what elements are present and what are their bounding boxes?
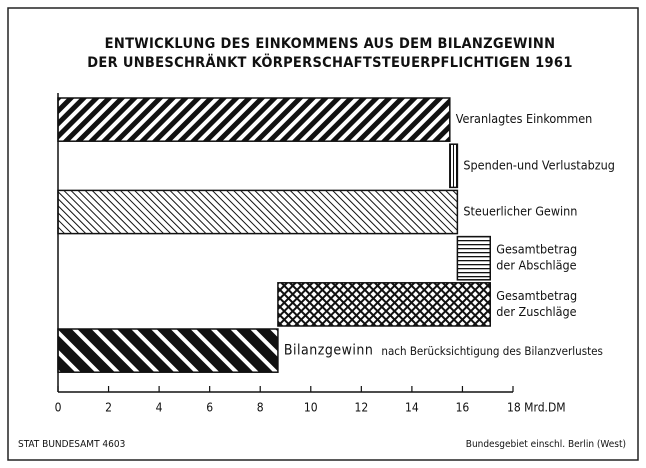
x-tick-label: 6 <box>206 401 213 415</box>
title-line: ENTWICKLUNG DES EINKOMMENS AUS DEM BILAN… <box>105 36 556 52</box>
bar <box>57 97 451 142</box>
bar <box>277 282 491 327</box>
x-tick-label: 0 <box>55 401 62 415</box>
x-tick-label: 4 <box>156 401 163 415</box>
source: STAT BUNDESAMT 4603 <box>18 439 125 450</box>
x-tick-label: 14 <box>405 401 419 415</box>
category-label: Gesamtbetrag <box>496 242 577 257</box>
x-tick-label: 12 <box>354 401 368 415</box>
category-label: Veranlagtes Einkommen <box>456 111 592 126</box>
category-label: der Abschläge <box>496 258 576 273</box>
category-label: Gesamtbetrag <box>496 288 577 303</box>
category-label: Steuerlicher Gewinn <box>463 204 577 219</box>
frame <box>7 7 639 461</box>
category-label: Bilanzgewinn <box>284 343 373 359</box>
bar <box>57 189 459 235</box>
bar <box>57 328 279 373</box>
category-label: Spenden-und Verlustabzug <box>463 157 615 172</box>
x-tick-label: 8 <box>257 401 264 415</box>
bar <box>449 143 459 189</box>
bar <box>456 235 491 281</box>
x-tick-label: 18 Mrd.DM <box>507 401 566 415</box>
category-label: der Zuschläge <box>496 304 576 319</box>
x-tick-label: 10 <box>304 401 318 415</box>
note: Bundesgebiet einschl. Berlin (West) <box>466 439 626 450</box>
x-tick-label: 2 <box>105 401 112 415</box>
category-label: nach Berücksichtigung des Bilanzverluste… <box>381 344 603 358</box>
x-tick-label: 16 <box>456 401 470 415</box>
title-line: DER UNBESCHRÄNKT KÖRPERSCHAFTSTEUERPFLIC… <box>87 53 572 71</box>
